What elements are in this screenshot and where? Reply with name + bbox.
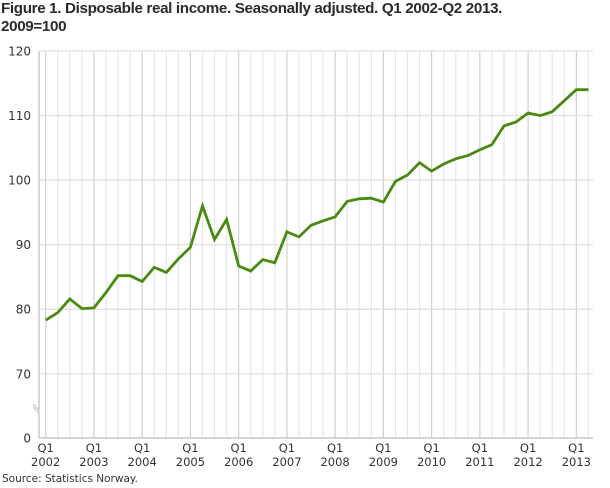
x-tick-label-quarter: Q1 [423, 441, 439, 455]
y-tick-label: 110 [8, 109, 31, 123]
source-note: Source: Statistics Norway. [2, 473, 138, 485]
x-tick-label-quarter: Q1 [38, 441, 54, 455]
x-tick-label-year: 2008 [320, 455, 349, 469]
x-tick-label-quarter: Q1 [568, 441, 584, 455]
x-tick-label-year: 2003 [79, 455, 108, 469]
x-tick-label-year: 2006 [224, 455, 253, 469]
x-tick-label-quarter: Q1 [520, 441, 536, 455]
x-tick-label-year: 2005 [176, 455, 205, 469]
y-tick-label: 120 [8, 45, 31, 59]
x-tick-label-year: 2009 [369, 455, 398, 469]
x-tick-label-quarter: Q1 [86, 441, 102, 455]
x-tick-label-quarter: Q1 [134, 441, 150, 455]
y-tick-label: 0 [23, 432, 31, 446]
y-tick-label: 90 [16, 238, 31, 252]
x-tick-label-quarter: Q1 [472, 441, 488, 455]
axis-break-icon [32, 403, 40, 411]
x-tick-label-year: 2013 [562, 455, 591, 469]
chart-title-line1: Figure 1. Disposable real income. Season… [1, 0, 503, 17]
x-tick-label-year: 2010 [417, 455, 446, 469]
y-tick-label: 100 [8, 174, 31, 188]
x-tick-label-quarter: Q1 [230, 441, 246, 455]
y-tick-label: 80 [16, 303, 31, 317]
x-tick-label-quarter: Q1 [182, 441, 198, 455]
chart-title: Figure 1. Disposable real income. Season… [1, 0, 606, 36]
x-tick-label-year: 2004 [128, 455, 157, 469]
x-tick-label-year: 2007 [272, 455, 301, 469]
x-tick-label-year: 2011 [465, 455, 494, 469]
x-tick-label-quarter: Q1 [375, 441, 391, 455]
data-line-disposable-income [44, 88, 589, 322]
chart-title-line2: 2009=100 [1, 18, 67, 35]
x-tick-label-quarter: Q1 [279, 441, 295, 455]
x-tick-label-year: 2002 [31, 455, 60, 469]
x-tick-label-quarter: Q1 [327, 441, 343, 455]
y-tick-label: 70 [16, 367, 31, 381]
x-tick-label-year: 2012 [513, 455, 542, 469]
axis-break-icon [32, 406, 40, 414]
